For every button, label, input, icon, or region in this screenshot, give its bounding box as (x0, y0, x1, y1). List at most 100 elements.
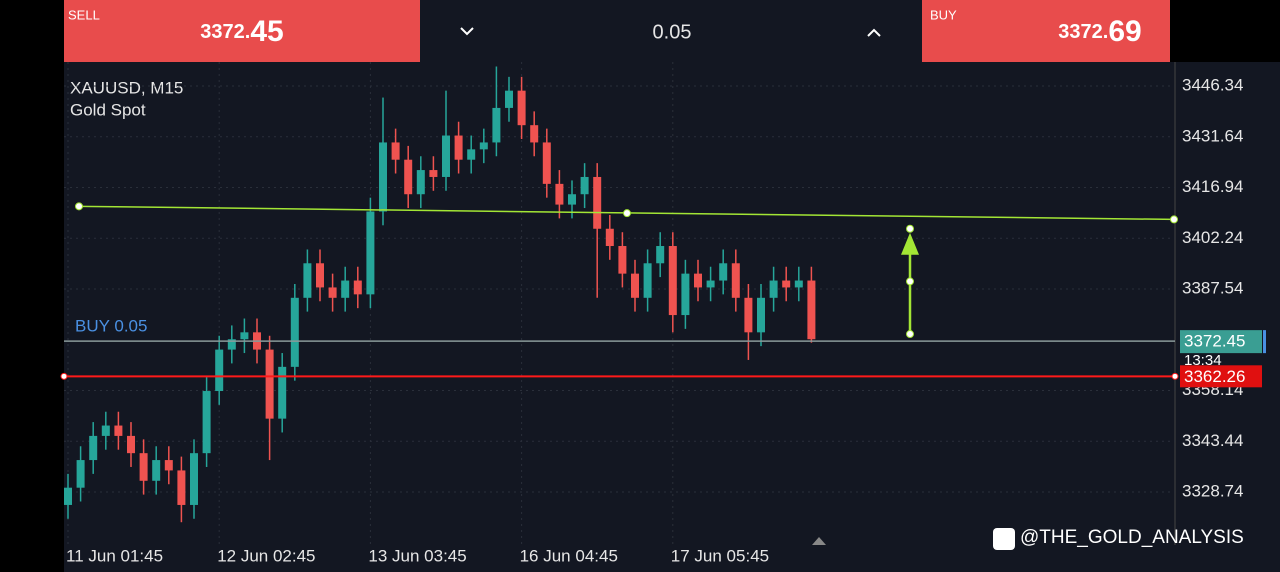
candle-body (782, 280, 791, 288)
trend-handle (75, 202, 83, 211)
candle-body (379, 142, 387, 212)
arrow-handle (906, 330, 914, 339)
candle-body (303, 263, 312, 298)
candle-body (605, 228, 614, 247)
candle-body (694, 273, 702, 288)
y-tick-label: 3387.54 (1182, 279, 1243, 298)
candle-body (114, 425, 123, 436)
candle-body (568, 194, 576, 205)
candle-body (391, 142, 400, 160)
candle-body (731, 263, 740, 298)
trend-handle (623, 209, 631, 218)
price-marker (1263, 330, 1266, 354)
buy-label: BUY (930, 7, 957, 22)
candle-body (442, 135, 450, 177)
candle-body (492, 107, 501, 143)
arrow-handle (906, 224, 914, 233)
candle-body (316, 263, 324, 288)
candle-body (353, 280, 362, 295)
candle-body (404, 159, 413, 195)
candle-body (416, 170, 425, 195)
candle-body (517, 90, 526, 126)
x-tick-label: 11 Jun 01:45 (66, 546, 163, 565)
lot-value: 0.05 (653, 21, 692, 43)
x-tick-label: 16 Jun 04:45 (520, 546, 618, 565)
candle-body (164, 460, 173, 471)
trend-handle (1170, 215, 1178, 224)
candle-body (643, 263, 652, 298)
candle-body (152, 460, 161, 481)
candle-body (328, 287, 337, 298)
stop-handle (1171, 372, 1179, 380)
y-tick-label: 3446.34 (1182, 76, 1243, 95)
lot-box (420, 0, 922, 62)
candle-body (593, 176, 602, 229)
candle-body (807, 280, 816, 340)
candle-body (542, 142, 551, 184)
stop-box (1180, 365, 1262, 388)
sell-button[interactable] (64, 0, 420, 62)
candle-body (530, 125, 539, 143)
position-label: BUY 0.05 (75, 317, 147, 336)
watermark: @THE_GOLD_ANALYSIS (1020, 527, 1244, 548)
lot-down[interactable] (460, 27, 474, 36)
y-tick-label: 3416.94 (1182, 177, 1243, 196)
candle-body (757, 297, 765, 333)
candle-body (744, 297, 753, 333)
lot-up[interactable] (867, 28, 881, 37)
chart-bg (64, 62, 1280, 572)
candle-body (341, 280, 350, 298)
candle-body (580, 176, 589, 195)
chart-subtitle: Gold Spot (70, 100, 146, 119)
y-tick-label: 3402.24 (1182, 228, 1243, 247)
candle-body (429, 170, 438, 177)
stop-box-label: 3362.26 (1184, 367, 1245, 386)
candle-body (190, 453, 198, 505)
candle-body (127, 435, 135, 454)
y-tick-label: 3431.64 (1182, 126, 1243, 145)
chart-title: XAUUSD, M15 (70, 78, 183, 97)
buy-price: 3372.69 (1058, 15, 1141, 48)
candle-body (769, 280, 778, 298)
y-tick-label: 3343.44 (1182, 431, 1243, 450)
candle-body (681, 273, 690, 316)
candle-body (177, 470, 186, 505)
candle-body (202, 391, 211, 454)
candle-body (240, 332, 249, 340)
candle-body (656, 246, 665, 264)
buy-button[interactable] (922, 0, 1170, 62)
candle-body (366, 211, 375, 295)
candle-body (555, 183, 564, 205)
candle-body (668, 246, 677, 316)
candle-body (265, 349, 274, 419)
candle-body (479, 142, 488, 150)
candle-body (454, 135, 463, 160)
candle-body (215, 349, 224, 392)
price-box (1180, 330, 1262, 354)
scroll-marker (812, 537, 826, 545)
candle-body (719, 263, 728, 281)
candle-body (505, 90, 513, 108)
sell-price: 3372.45 (200, 15, 283, 48)
x-tick-label: 13 Jun 03:45 (368, 546, 466, 565)
candle-body (76, 460, 85, 488)
stop-handle (60, 372, 68, 380)
sell-label: SELL (68, 7, 100, 22)
candle-body (794, 280, 803, 288)
x-tick-label: 17 Jun 05:45 (671, 546, 769, 565)
x-tick-label: 12 Jun 02:45 (217, 546, 315, 565)
candle-body (278, 366, 287, 419)
arrow-handle (906, 277, 914, 286)
candle-body (139, 453, 148, 481)
candle-body (89, 435, 98, 461)
candle-body (227, 339, 236, 350)
price-box-label: 3372.45 (1184, 332, 1245, 351)
fb-icon (993, 528, 1015, 550)
y-tick-label: 3328.74 (1182, 482, 1243, 501)
candle-body (706, 280, 715, 288)
arrow-head (901, 232, 919, 255)
candle-body (101, 425, 110, 436)
candle-body (618, 246, 627, 274)
candle-body (290, 297, 299, 367)
